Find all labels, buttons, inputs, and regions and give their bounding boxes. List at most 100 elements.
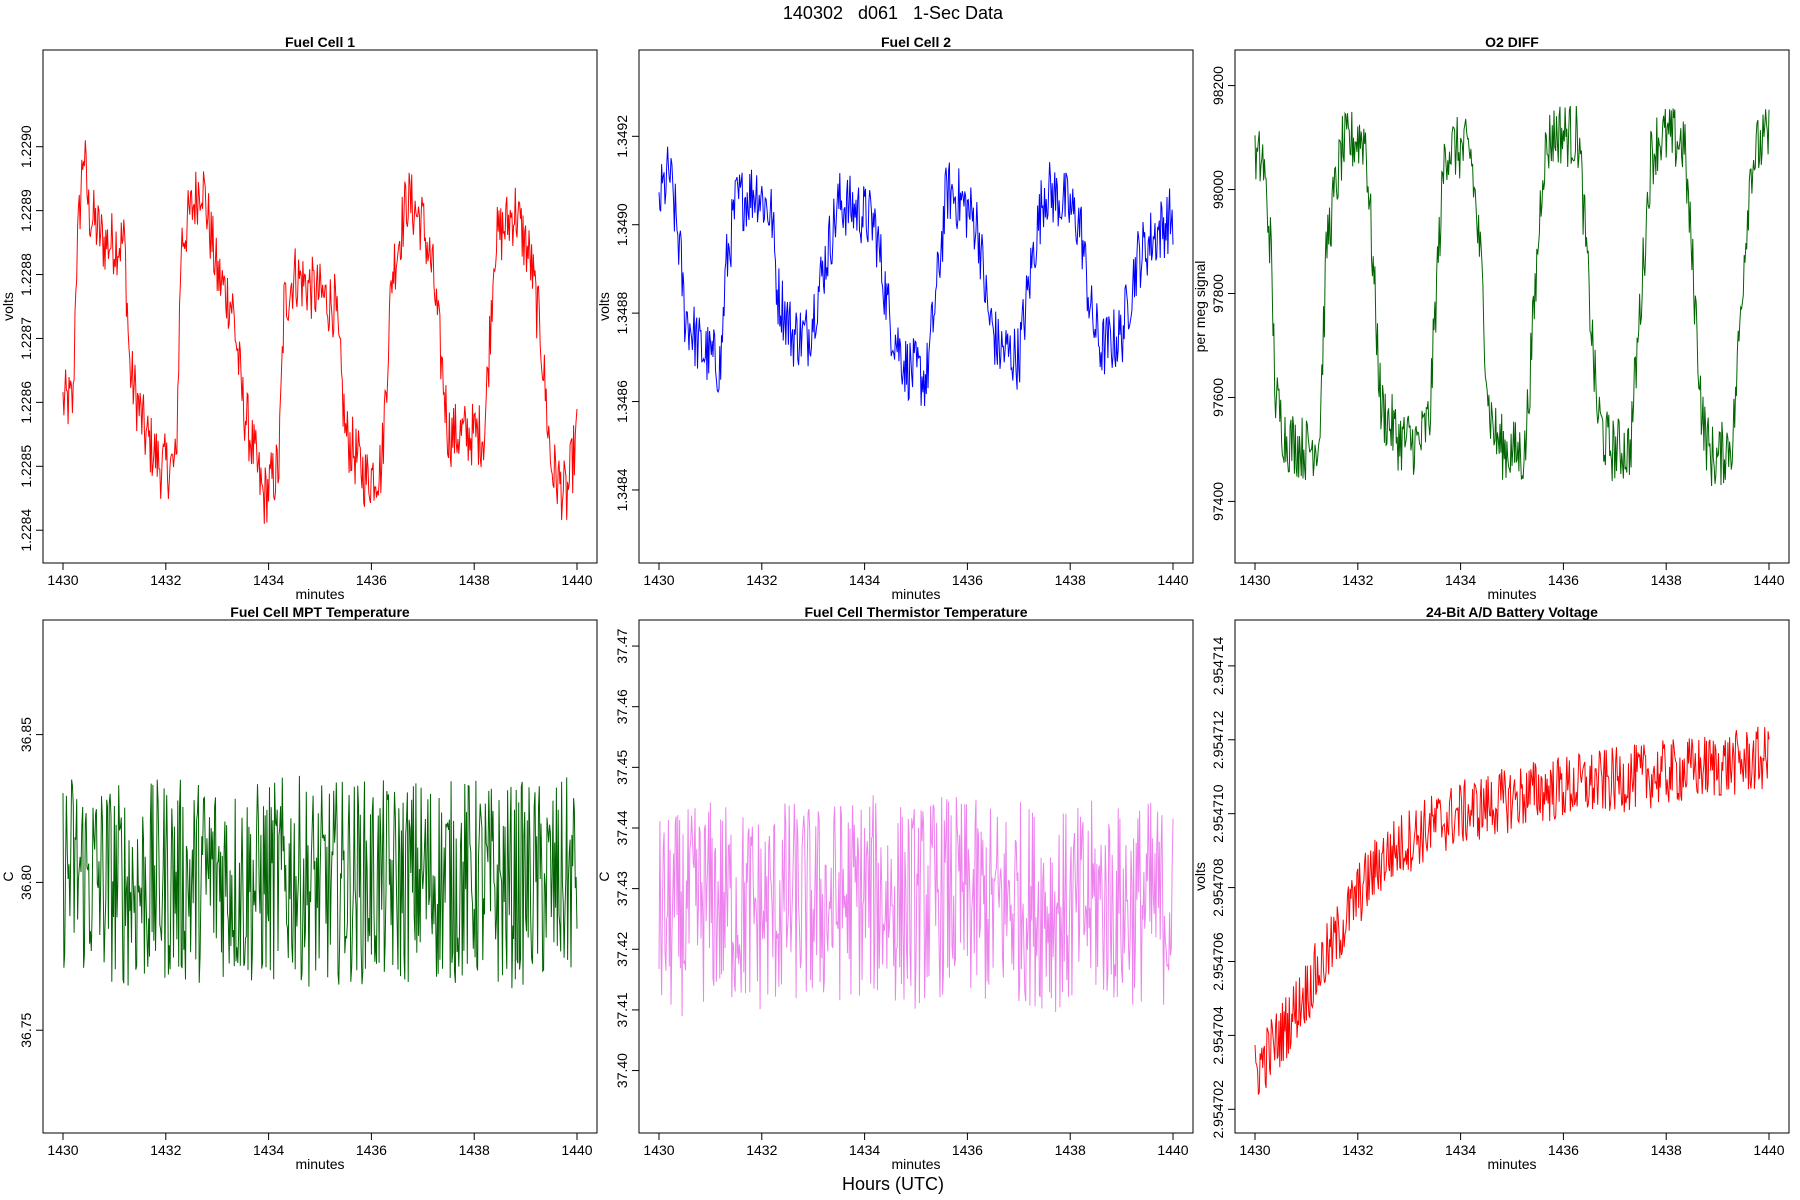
series-line-fuel-cell-2 (658, 146, 1174, 407)
y-tick-label: 1.2285 (18, 445, 34, 488)
outer-x-axis-label: Hours (UTC) (842, 1174, 944, 1194)
panel-title: Fuel Cell 2 (881, 34, 951, 50)
x-tick-label: 1436 (952, 1142, 983, 1158)
x-tick-label: 1440 (1753, 1142, 1784, 1158)
y-tick-label: 1.3488 (614, 292, 630, 335)
x-axis-label: minutes (891, 586, 940, 602)
y-tick-label: 97800 (1210, 274, 1226, 313)
y-tick-label: 36.85 (18, 717, 34, 752)
y-tick-label: 1.3486 (614, 380, 630, 423)
x-tick-label: 1432 (1342, 1142, 1373, 1158)
y-tick-label: 98000 (1210, 170, 1226, 209)
x-tick-label: 1432 (1342, 572, 1373, 588)
y-tick-label: 1.2286 (18, 381, 34, 424)
y-tick-label: 1.2288 (18, 253, 34, 296)
x-tick-label: 1432 (746, 1142, 777, 1158)
x-tick-label: 1430 (1239, 572, 1270, 588)
y-tick-label: 98200 (1210, 66, 1226, 105)
x-tick-label: 1432 (150, 1142, 181, 1158)
plot-frame (638, 49, 1194, 564)
panel-fuel-cell-mpt-temperature: Fuel Cell MPT Temperature 1430 1432 1434 143… (0, 604, 598, 1172)
y-tick-label: 2.954702 (1210, 1080, 1226, 1139)
panel-fuel-cell-2: Fuel Cell 2 1430 1432 1434 1436 1438 1440 minut… (596, 34, 1194, 602)
x-tick-label: 1434 (1445, 1142, 1476, 1158)
x-tick-label: 1438 (1055, 1142, 1086, 1158)
y-tick-label: 37.47 (614, 628, 630, 663)
x-tick-label: 1436 (356, 1142, 387, 1158)
panel-24-bit-a-d-battery-voltage: 24-Bit A/D Battery Voltage 1430 1432 1434 14… (1192, 604, 1790, 1172)
x-tick-label: 1430 (47, 1142, 78, 1158)
y-tick-label: 1.2284 (18, 509, 34, 552)
x-tick-label: 1430 (643, 572, 674, 588)
y-tick-label: 2.954708 (1210, 858, 1226, 917)
y-tick-label: 37.46 (614, 689, 630, 724)
x-axis-label: minutes (1487, 1156, 1536, 1172)
y-tick-label: 37.45 (614, 750, 630, 785)
y-tick-label: 1.2289 (18, 189, 34, 232)
series-line-o2-diff (1254, 105, 1770, 487)
y-tick-label: 1.2290 (18, 125, 34, 168)
panel-fuel-cell-1: Fuel Cell 1 1430 1432 1434 1436 1438 1440 minut… (0, 34, 598, 602)
x-tick-label: 1436 (1548, 1142, 1579, 1158)
figure-title: 140302 d061 1-Sec Data (783, 3, 1004, 23)
y-tick-label: 1.3492 (614, 115, 630, 158)
x-tick-label: 1430 (643, 1142, 674, 1158)
series-line-fuel-cell-1 (62, 140, 578, 524)
y-axis-label: volts (0, 292, 16, 321)
y-tick-label: 37.42 (614, 932, 630, 967)
x-tick-label: 1430 (1239, 1142, 1270, 1158)
y-tick-label: 1.3490 (614, 203, 630, 246)
x-axis-label: minutes (295, 586, 344, 602)
y-tick-label: 97600 (1210, 378, 1226, 417)
series-line-24-bit-a-d-battery-voltage (1254, 726, 1770, 1095)
plot-frame (42, 49, 598, 564)
panel-o2-diff: O2 DIFF 1430 1432 1434 1436 1438 1440 minutes 97… (1192, 34, 1790, 602)
y-axis-label: volts (1192, 862, 1208, 891)
x-tick-label: 1440 (1157, 1142, 1188, 1158)
panel-title: O2 DIFF (1485, 34, 1539, 50)
series-line-fuel-cell-mpt-temperature (62, 775, 578, 989)
y-tick-label: 36.75 (18, 1013, 34, 1048)
panel-title: Fuel Cell MPT Temperature (230, 604, 410, 620)
x-tick-label: 1438 (1055, 572, 1086, 588)
y-tick-label: 2.954712 (1210, 710, 1226, 769)
series-line-fuel-cell-thermistor-temperature (658, 795, 1174, 1017)
x-tick-label: 1436 (952, 572, 983, 588)
panel-title: Fuel Cell 1 (285, 34, 355, 50)
plot-frame (1234, 619, 1790, 1134)
y-axis-label: volts (596, 292, 612, 321)
plot-frame (638, 619, 1194, 1134)
x-tick-label: 1440 (561, 1142, 592, 1158)
y-axis-label: C (0, 871, 16, 881)
x-axis-label: minutes (1487, 586, 1536, 602)
x-tick-label: 1440 (561, 572, 592, 588)
x-tick-label: 1438 (1651, 572, 1682, 588)
y-tick-label: 37.44 (614, 810, 630, 845)
y-tick-label: 1.2287 (18, 317, 34, 360)
x-tick-label: 1434 (849, 1142, 880, 1158)
y-tick-label: 36.80 (18, 865, 34, 900)
y-tick-label: 37.43 (614, 871, 630, 906)
x-tick-label: 1432 (746, 572, 777, 588)
x-axis-label: minutes (295, 1156, 344, 1172)
y-axis-label: per meg signal (1192, 261, 1208, 353)
x-tick-label: 1440 (1753, 572, 1784, 588)
panel-title: 24-Bit A/D Battery Voltage (1426, 604, 1598, 620)
y-tick-label: 2.954704 (1210, 1006, 1226, 1065)
panel-fuel-cell-thermistor-temperature: Fuel Cell Thermistor Temperature 1430 1432… (596, 604, 1194, 1172)
plot-frame (1234, 49, 1790, 564)
y-tick-label: 37.41 (614, 992, 630, 1027)
x-tick-label: 1432 (150, 572, 181, 588)
x-tick-label: 1434 (253, 1142, 284, 1158)
x-tick-label: 1438 (1651, 1142, 1682, 1158)
y-tick-label: 2.954714 (1210, 636, 1226, 695)
y-tick-label: 97400 (1210, 482, 1226, 521)
y-tick-label: 2.954710 (1210, 784, 1226, 843)
y-tick-label: 37.40 (614, 1053, 630, 1088)
x-tick-label: 1436 (1548, 572, 1579, 588)
x-tick-label: 1438 (459, 1142, 490, 1158)
x-tick-label: 1434 (1445, 572, 1476, 588)
x-tick-label: 1434 (849, 572, 880, 588)
y-tick-label: 1.3484 (614, 468, 630, 511)
